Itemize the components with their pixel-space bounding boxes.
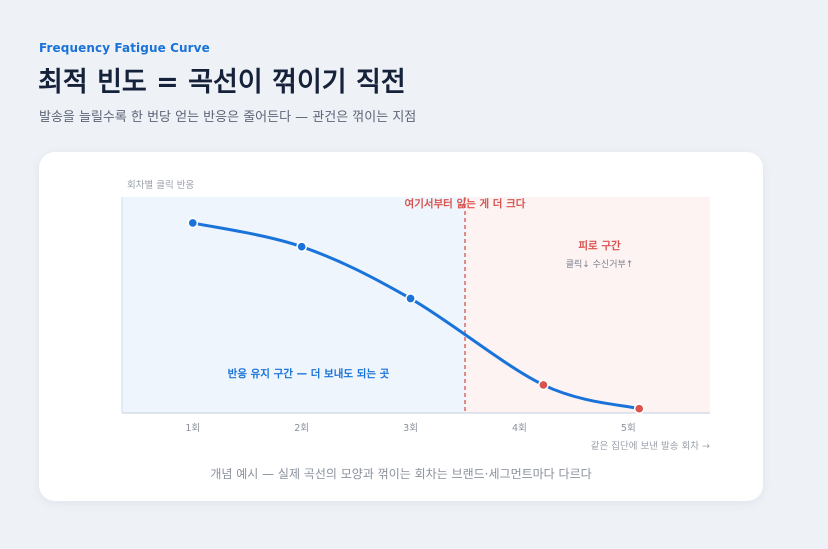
- data-point: [187, 217, 199, 229]
- fatigue-zone: [465, 197, 710, 413]
- x-tick-label: 3회: [403, 423, 418, 434]
- x-tick-labels: 1회 2회 3회 4회 5회: [185, 423, 635, 434]
- x-axis-label: 같은 집단에 보낸 발송 회차 →: [591, 440, 710, 452]
- eyebrow: Frequency Fatigue Curve: [39, 41, 210, 55]
- threshold-label: 여기서부터 잃는 게 더 크다: [405, 197, 526, 210]
- data-point: [405, 293, 416, 304]
- chart-card: 회차별 클릭 반응 여기서부터 잃는 게 더 크다 반응 유지 구간 — 더 보…: [39, 152, 763, 501]
- data-points: [187, 217, 645, 415]
- x-tick-label: 4회: [512, 423, 527, 434]
- y-axis-label: 회차별 클릭 반응: [127, 179, 194, 191]
- data-point: [633, 403, 645, 415]
- x-tick-label: 2회: [294, 423, 309, 434]
- fatigue-zone-label: 피로 구간: [578, 239, 621, 252]
- fatigue-curve-chart: 회차별 클릭 반응 여기서부터 잃는 게 더 크다 반응 유지 구간 — 더 보…: [121, 179, 710, 452]
- fatigue-zone-sublabel: 클릭↓ 수신거부↑: [566, 258, 634, 270]
- chart-caption: 개념 예시 — 실제 곡선의 모양과 꺾이는 회차는 브랜드·세그먼트마다 다르…: [210, 467, 592, 481]
- data-point: [296, 241, 308, 253]
- response-zone: [122, 197, 465, 413]
- response-zone-label: 반응 유지 구간 — 더 보내도 되는 곳: [228, 367, 390, 380]
- page-subtitle: 발송을 늘릴수록 한 번당 얻는 반응은 줄어든다 — 관건은 꺾이는 지점: [39, 110, 417, 125]
- x-tick-label: 5회: [621, 423, 636, 434]
- x-tick-label: 1회: [185, 423, 200, 434]
- page-title: 최적 빈도 = 곡선이 꺾이기 직전: [38, 67, 406, 98]
- data-point: [538, 379, 549, 391]
